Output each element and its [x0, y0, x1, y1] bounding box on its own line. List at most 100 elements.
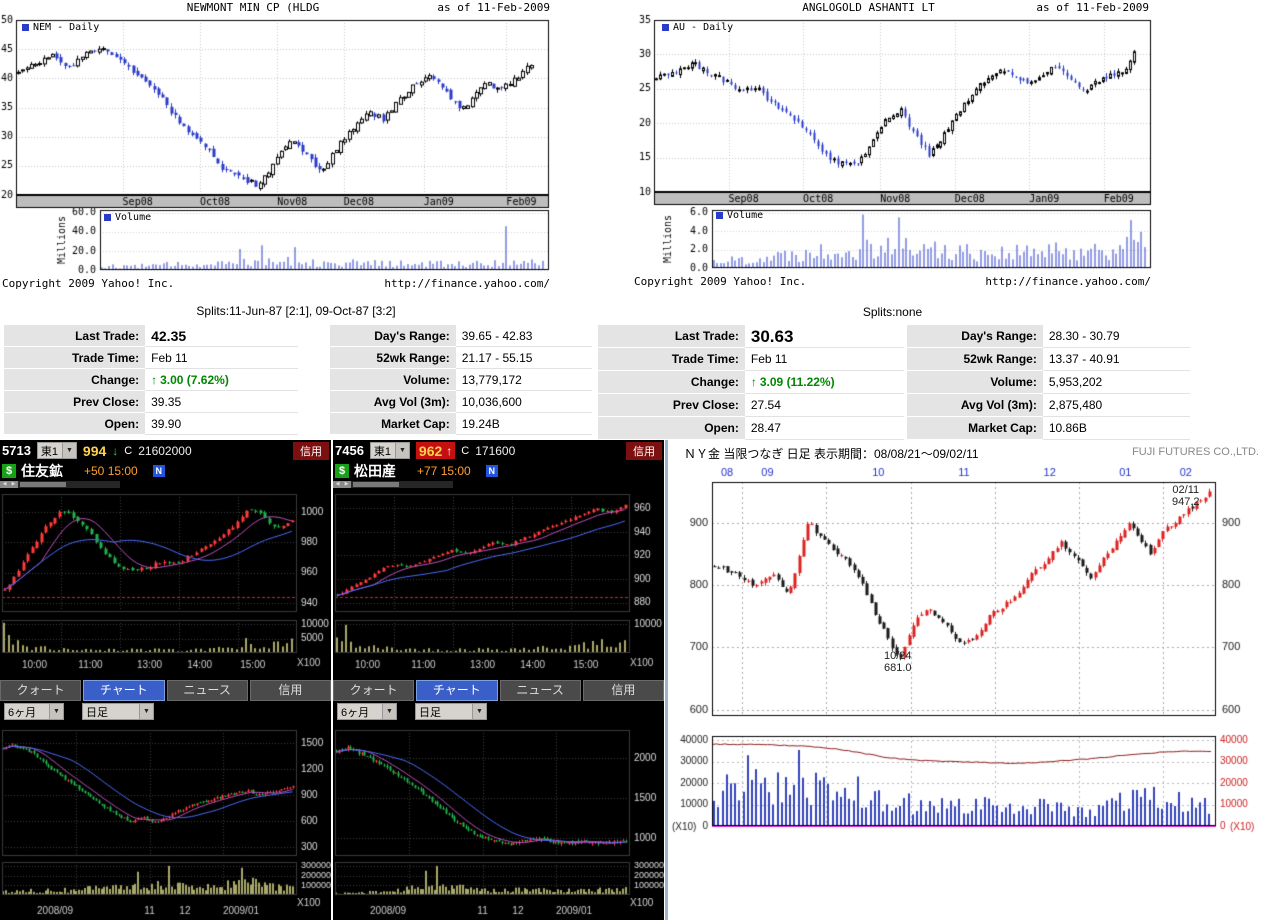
margin-label: 信用	[626, 441, 662, 460]
stock-badge-icon: $	[335, 463, 349, 478]
tab-margin[interactable]: 信用	[249, 680, 331, 701]
chevron-down-icon[interactable]: ▼	[61, 443, 76, 458]
price-direction-arrow: ↓	[112, 443, 119, 458]
copyright-note: Copyright 2009 Yahoo! Inc.	[2, 277, 175, 290]
margin-label: 信用	[293, 441, 329, 460]
chevron-down-icon[interactable]: ▼	[394, 443, 409, 458]
quote-row: Market Cap: 19.24B	[330, 413, 592, 435]
scroll-left-icon[interactable]: ◀	[333, 481, 342, 488]
quote-left-column: Last Trade: 42.35 Trade Time: Feb 11 Chang…	[4, 325, 298, 435]
panel-tabs: クォート チャート ニュース 信用	[0, 680, 331, 701]
volume-chart-canvas	[632, 206, 1155, 272]
intraday-price-chart	[333, 488, 664, 618]
quote-row: Last Trade: 42.35	[4, 325, 298, 347]
quote-header-row: 5713 東1 ▼ 994 ↓ C 21602000 信用	[0, 440, 331, 461]
time-axis	[333, 656, 664, 674]
jp-trading-panel-sumitomo: 5713 東1 ▼ 994 ↓ C 21602000 信用 $ 住友鉱 +50 1…	[0, 440, 331, 920]
tab-chart[interactable]: チャート	[416, 680, 498, 701]
quote-row: Avg Vol (3m): 2,875,480	[907, 394, 1190, 417]
yahoo-chart-newmont: NEWMONT MIN CP (HLDG as of 11-Feb-2009 N…	[0, 0, 556, 292]
date-axis	[333, 898, 664, 918]
chevron-down-icon[interactable]: ▼	[139, 704, 153, 719]
scrollbar-track[interactable]	[18, 481, 120, 488]
tab-quote[interactable]: クォート	[0, 680, 82, 701]
chart-scrollbar[interactable]: ◀ ▶	[0, 481, 120, 488]
chart-controls: 6ヶ月 ▼ 日足 ▼	[337, 703, 487, 722]
exchange-select[interactable]: 東1 ▼	[369, 442, 410, 459]
stock-code: 5713	[2, 443, 31, 458]
quote-row: Volume: 5,953,202	[907, 371, 1190, 394]
panel-tabs: クォート チャート ニュース 信用	[333, 680, 664, 701]
period-select[interactable]: 6ヶ月 ▼	[4, 703, 64, 720]
quote-row: Market Cap: 10.86B	[907, 417, 1190, 440]
legend-swatch-icon	[716, 212, 723, 219]
volume-chart-canvas	[670, 730, 1263, 860]
last-price: 962	[418, 442, 443, 459]
chevron-down-icon[interactable]: ▼	[49, 704, 63, 719]
tab-news[interactable]: ニュース	[166, 680, 248, 701]
news-badge[interactable]: N	[152, 464, 165, 477]
quote-row: Open: 28.47	[598, 417, 904, 440]
yahoo-chart-anglogold: ANGLOGOLD ASHANTI LT as of 11-Feb-2009 A…	[632, 0, 1155, 288]
quote-row: Volume: 13,779,172	[330, 369, 592, 391]
chevron-down-icon[interactable]: ▼	[472, 704, 486, 719]
stock-name: 松田産	[354, 462, 396, 479]
interval-select[interactable]: 日足 ▼	[82, 703, 154, 720]
up-arrow-icon: ↑	[151, 373, 158, 387]
volume-chart-canvas	[0, 208, 556, 274]
quote-summary-newmont: Last Trade: 42.35 Trade Time: Feb 11 Chang…	[0, 325, 592, 437]
company-name: FUJI FUTURES CO.,LTD.	[1132, 446, 1259, 458]
change-value: ↑ 3.09 (11.22%)	[744, 371, 904, 394]
last-trade-value: 30.63	[744, 325, 904, 348]
tab-chart[interactable]: チャート	[83, 680, 165, 701]
price-change: +50 15:00	[84, 463, 138, 478]
jp-trading-panel-matsuda: 7456 東1 ▼ 962 ↑ C 171600 信用 $ 松田産 +77 15:…	[333, 440, 664, 920]
up-arrow-icon: ↑	[750, 375, 757, 389]
daily-price-chart	[333, 726, 664, 860]
stock-code: 7456	[335, 443, 364, 458]
chart-title: ＮＹ金 当限つなぎ 日足 表示期間：08/08/21～09/02/11	[684, 447, 979, 461]
daily-volume-chart	[333, 860, 664, 898]
turnover-value: 171600	[475, 443, 516, 458]
tab-quote[interactable]: クォート	[333, 680, 415, 701]
interval-select[interactable]: 日足 ▼	[415, 703, 487, 720]
date-axis	[0, 898, 331, 918]
scrollbar-track[interactable]	[351, 481, 453, 488]
price-up-highlight: 962 ↑	[415, 442, 456, 459]
chart-source-url[interactable]: http://finance.yahoo.com/	[985, 275, 1151, 288]
scroll-right-icon[interactable]: ▶	[9, 481, 18, 488]
chart-asof-date: as of 11-Feb-2009	[437, 1, 550, 14]
tab-news[interactable]: ニュース	[499, 680, 581, 701]
quote-row: Prev Close: 39.35	[4, 391, 298, 413]
chart-source-url[interactable]: http://finance.yahoo.com/	[384, 277, 550, 290]
legend-label: Volume	[115, 212, 152, 223]
price-direction-arrow: ↑	[446, 443, 453, 458]
scrollbar-thumb[interactable]	[20, 482, 66, 487]
copyright-note: Copyright 2009 Yahoo! Inc.	[634, 275, 807, 288]
window-scrollbar[interactable]	[665, 440, 668, 920]
quote-row: Open: 39.90	[4, 413, 298, 435]
scroll-left-icon[interactable]: ◀	[0, 481, 9, 488]
last-price: 994	[82, 442, 107, 459]
stock-name-row: $ 松田産 +77 15:00 N	[333, 461, 664, 480]
legend-label: Volume	[727, 210, 764, 221]
chart-scrollbar[interactable]: ◀ ▶	[333, 481, 453, 488]
exchange-select[interactable]: 東1 ▼	[36, 442, 77, 459]
quote-summary-anglogold: Last Trade: 30.63 Trade Time: Feb 11 Chang…	[595, 325, 1192, 442]
scrollbar-thumb[interactable]	[353, 482, 399, 487]
news-badge[interactable]: N	[485, 464, 498, 477]
period-select[interactable]: 6ヶ月 ▼	[337, 703, 397, 720]
legend-swatch-icon	[22, 24, 29, 31]
legend-swatch-icon	[662, 24, 669, 31]
legend-label: NEM - Daily	[33, 22, 100, 33]
volume-legend: Volume	[104, 212, 151, 223]
chart-asof-date: as of 11-Feb-2009	[1036, 1, 1149, 14]
chevron-down-icon[interactable]: ▼	[382, 704, 396, 719]
price-chart-canvas	[632, 14, 1155, 207]
quote-row: Change: ↑ 3.09 (11.22%)	[598, 371, 904, 394]
quote-row: Day's Range: 28.30 - 30.79	[907, 325, 1190, 348]
tab-margin[interactable]: 信用	[582, 680, 664, 701]
scroll-right-icon[interactable]: ▶	[342, 481, 351, 488]
quote-row: Last Trade: 30.63	[598, 325, 904, 348]
